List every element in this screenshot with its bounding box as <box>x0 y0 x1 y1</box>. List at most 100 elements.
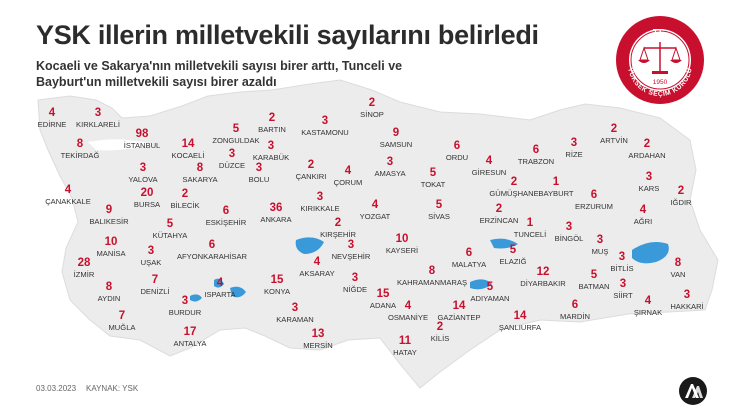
province-name: TEKİRDAĞ <box>60 150 100 160</box>
province-seats: 5 <box>590 269 598 281</box>
province-seats: 3 <box>683 289 691 301</box>
province-seats: 8 <box>428 265 436 277</box>
marmara-sea <box>88 139 152 151</box>
province-name: AYDIN <box>97 293 121 303</box>
province-usak: 3 UŞAK <box>111 245 191 266</box>
province-seats: 3 <box>618 251 626 263</box>
province-ardahan: 2 ARDAHAN <box>607 138 687 159</box>
province-samsun: 9 SAMSUN <box>356 127 436 149</box>
date-label: 03.03.2023 <box>36 384 77 393</box>
province-bursa: 20 BURSA <box>107 187 187 209</box>
province-seats: 8 <box>674 257 682 269</box>
province-name: GİRESUN <box>471 167 507 177</box>
province-seats: 3 <box>228 148 236 160</box>
province-karaman: 3 KARAMAN <box>255 302 335 323</box>
province-seats: 7 <box>118 310 126 322</box>
keban-dam-lake <box>490 238 518 249</box>
province-van: 8 VAN <box>638 257 718 279</box>
province-seats: 3 <box>386 156 394 168</box>
province-name: BOLU <box>248 174 270 184</box>
province-seats: 6 <box>590 189 598 201</box>
province-seats: 2 <box>268 112 276 124</box>
province-konya: 15 KONYA <box>237 274 317 295</box>
province-seats: 4 <box>216 277 224 289</box>
province-eskisehir: 6 ESKİŞEHİR <box>186 205 266 226</box>
province-seats: 3 <box>139 162 147 174</box>
province-name: MALATYA <box>451 259 487 269</box>
province-seats: 5 <box>166 218 174 230</box>
province-name: BURSA <box>133 199 161 209</box>
province-name: EDİRNE <box>37 119 67 129</box>
province-seats: 5 <box>232 123 240 135</box>
province-seats: 6 <box>532 144 540 156</box>
province-elazig: 5 ELAZIĞ <box>473 244 553 266</box>
aa-agency-logo <box>679 377 707 405</box>
province-seats: 2 <box>495 203 503 215</box>
province-gumushane: 2 GÜMÜŞHANE <box>474 176 554 197</box>
burdur-lake <box>190 294 202 302</box>
province-name: VAN <box>670 269 686 279</box>
province-seats: 4 <box>64 184 72 196</box>
province-seats: 15 <box>376 288 390 300</box>
province-seats: 4 <box>313 256 321 268</box>
province-name: KİLİS <box>430 333 450 343</box>
province-name: ÇANAKKALE <box>45 196 91 206</box>
province-name: ZONGULDAK <box>212 135 260 145</box>
province-name: SAMSUN <box>379 139 413 149</box>
province-manisa: 10 MANİSA <box>71 236 151 257</box>
province-cankiri: 2 ÇANKIRI <box>271 159 351 180</box>
province-seats: 98 <box>135 128 149 140</box>
province-kahramanmaras: 8 KAHRAMANMARAŞ <box>392 265 472 286</box>
province-seats: 13 <box>311 328 325 340</box>
province-sanliurfa: 14 ŞANLIURFA <box>480 310 560 332</box>
province-seats: 2 <box>436 321 444 333</box>
province-name: BATMAN <box>578 281 610 291</box>
province-seats: 3 <box>94 107 102 119</box>
province-sirnak: 4 ŞIRNAK <box>608 295 688 316</box>
province-seats: 15 <box>270 274 284 286</box>
province-name: BİTLİS <box>610 263 634 273</box>
province-seats: 3 <box>596 234 604 246</box>
province-seats: 2 <box>643 138 651 150</box>
province-tekirdag: 8 TEKİRDAĞ <box>40 138 120 160</box>
province-bitlis: 3 BİTLİS <box>582 251 662 273</box>
province-name: ANTALYA <box>173 338 207 348</box>
province-seats: 3 <box>619 278 627 290</box>
province-name: AKSARAY <box>299 268 335 278</box>
province-bingol: 3 BİNGÖL <box>529 221 609 242</box>
province-name: AMASYA <box>374 168 406 178</box>
province-name: ELAZIĞ <box>499 256 527 266</box>
province-name: AFYONKARAHİSAR <box>176 251 248 261</box>
province-name: ŞANLIURFA <box>498 322 542 332</box>
province-mardin: 6 MARDİN <box>535 299 615 320</box>
province-kars: 3 KARS <box>609 171 689 192</box>
province-name: ÇORUM <box>333 177 363 187</box>
province-name: IĞDIR <box>670 197 692 207</box>
page-title: YSK illerin milletvekili sayılarını beli… <box>36 20 539 50</box>
province-name: ERZURUM <box>575 201 613 211</box>
province-name: BAYBURT <box>538 188 574 198</box>
province-kutahya: 5 KÜTAHYA <box>130 218 210 239</box>
province-name: SİVAS <box>428 211 450 221</box>
province-karabuk: 3 KARABÜK <box>231 140 311 161</box>
egirdir-lake <box>214 278 224 288</box>
province-osmaniye: 4 OSMANİYE <box>368 300 448 321</box>
province-batman: 5 BATMAN <box>554 269 634 291</box>
province-name: TRABZON <box>517 156 555 166</box>
province-seats: 2 <box>677 185 685 197</box>
province-name: DÜZCE <box>218 160 246 170</box>
ysk-seal-logo: T.C. 1950 YÜKSEK SEÇİM KURULU <box>616 16 704 104</box>
province-name: SİİRT <box>613 290 633 300</box>
province-seats: 3 <box>316 191 324 203</box>
province-name: HAKKARİ <box>670 301 704 311</box>
province-corum: 4 ÇORUM <box>308 165 388 187</box>
province-name: KIRKLARELİ <box>76 119 120 129</box>
province-artvin: 2 ARTVİN <box>574 123 654 144</box>
province-seats: 2 <box>368 97 376 109</box>
province-kilis: 2 KİLİS <box>400 321 480 343</box>
seal-top-text: T.C. <box>653 28 667 37</box>
province-name: DENİZLİ <box>140 286 170 296</box>
province-name: NİĞDE <box>342 284 368 294</box>
province-aksaray: 4 AKSARAY <box>277 256 357 278</box>
